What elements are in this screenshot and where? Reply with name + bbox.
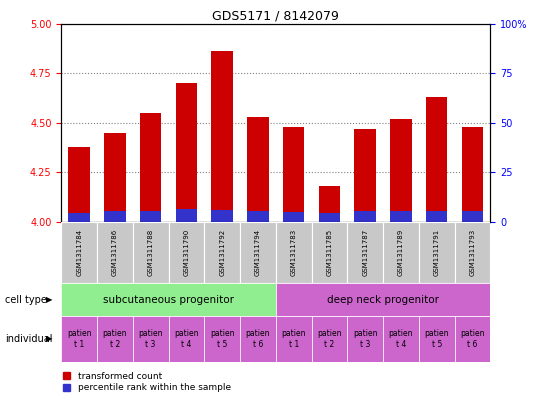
Bar: [383, 222, 419, 283]
Text: GSM1311790: GSM1311790: [183, 229, 189, 276]
Bar: [140, 113, 161, 222]
Text: ▶: ▶: [46, 334, 53, 343]
Text: GSM1311787: GSM1311787: [362, 229, 368, 276]
Bar: [276, 283, 490, 316]
Legend: transformed count, percentile rank within the sample: transformed count, percentile rank withi…: [63, 372, 231, 393]
Text: GSM1311789: GSM1311789: [398, 229, 404, 276]
Bar: [68, 147, 90, 222]
Text: GSM1311784: GSM1311784: [76, 229, 82, 276]
Bar: [354, 129, 376, 222]
Bar: [354, 211, 376, 222]
Bar: [168, 316, 204, 362]
Bar: [97, 316, 133, 362]
Bar: [426, 211, 447, 222]
Bar: [104, 133, 126, 222]
Bar: [455, 316, 490, 362]
Text: subcutaneous progenitor: subcutaneous progenitor: [103, 295, 234, 305]
Bar: [283, 127, 304, 222]
Bar: [133, 316, 168, 362]
Text: individual: individual: [5, 334, 53, 344]
Bar: [319, 186, 340, 222]
Bar: [61, 222, 97, 283]
Bar: [419, 222, 455, 283]
Bar: [312, 222, 348, 283]
Bar: [204, 222, 240, 283]
Text: GSM1311791: GSM1311791: [434, 229, 440, 276]
Text: patien
t 4: patien t 4: [389, 329, 413, 349]
Title: GDS5171 / 8142079: GDS5171 / 8142079: [212, 9, 340, 22]
Text: patien
t 2: patien t 2: [317, 329, 342, 349]
Bar: [61, 283, 276, 316]
Bar: [140, 211, 161, 222]
Bar: [133, 222, 168, 283]
Text: ▶: ▶: [46, 295, 53, 304]
Text: patien
t 3: patien t 3: [139, 329, 163, 349]
Bar: [212, 51, 233, 222]
Text: patien
t 3: patien t 3: [353, 329, 377, 349]
Text: patien
t 2: patien t 2: [103, 329, 127, 349]
Bar: [348, 222, 383, 283]
Bar: [455, 222, 490, 283]
Text: patien
t 1: patien t 1: [281, 329, 306, 349]
Bar: [390, 119, 411, 222]
Bar: [68, 213, 90, 222]
Text: GSM1311792: GSM1311792: [219, 229, 225, 276]
Bar: [204, 316, 240, 362]
Bar: [462, 211, 483, 222]
Bar: [97, 222, 133, 283]
Bar: [283, 212, 304, 222]
Bar: [276, 222, 312, 283]
Text: patien
t 1: patien t 1: [67, 329, 92, 349]
Text: patien
t 5: patien t 5: [210, 329, 235, 349]
Bar: [104, 211, 126, 222]
Bar: [419, 316, 455, 362]
Bar: [390, 211, 411, 222]
Bar: [383, 316, 419, 362]
Bar: [212, 210, 233, 222]
Bar: [168, 222, 204, 283]
Bar: [61, 316, 97, 362]
Bar: [240, 316, 276, 362]
Bar: [426, 97, 447, 222]
Text: patien
t 4: patien t 4: [174, 329, 199, 349]
Bar: [176, 83, 197, 222]
Text: cell type: cell type: [5, 295, 47, 305]
Text: patien
t 6: patien t 6: [460, 329, 484, 349]
Text: patien
t 6: patien t 6: [246, 329, 270, 349]
Text: GSM1311786: GSM1311786: [112, 229, 118, 276]
Bar: [348, 316, 383, 362]
Text: patien
t 5: patien t 5: [424, 329, 449, 349]
Text: GSM1311788: GSM1311788: [148, 229, 154, 276]
Bar: [240, 222, 276, 283]
Text: GSM1311785: GSM1311785: [326, 229, 333, 276]
Bar: [276, 316, 312, 362]
Bar: [247, 211, 269, 222]
Text: deep neck progenitor: deep neck progenitor: [327, 295, 439, 305]
Text: GSM1311794: GSM1311794: [255, 229, 261, 276]
Bar: [176, 209, 197, 222]
Bar: [462, 127, 483, 222]
Bar: [312, 316, 348, 362]
Text: GSM1311783: GSM1311783: [290, 229, 297, 276]
Bar: [247, 117, 269, 222]
Bar: [319, 213, 340, 222]
Text: GSM1311793: GSM1311793: [470, 229, 475, 276]
